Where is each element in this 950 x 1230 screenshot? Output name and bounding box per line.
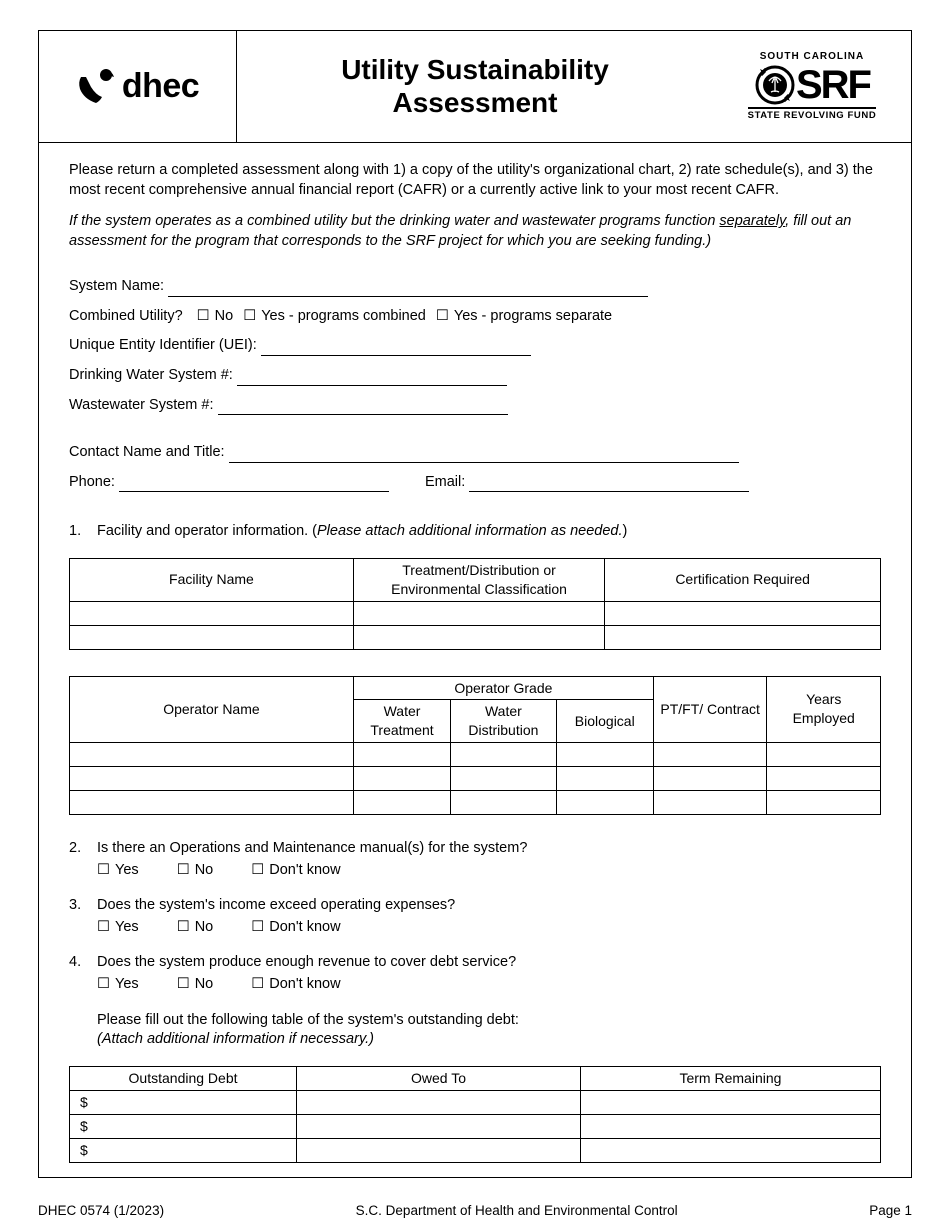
label-uei: Unique Entity Identifier (UEI):: [69, 336, 261, 356]
label-email: Email:: [425, 473, 469, 493]
intro-paragraph: Please return a completed assessment alo…: [69, 161, 881, 200]
q3-text: Does the system's income exceed operatin…: [97, 896, 881, 916]
op-th-name: Operator Name: [70, 676, 354, 743]
q1-number: 1.: [69, 522, 97, 542]
input-ww-system[interactable]: [218, 399, 508, 415]
q3-opt-dontknow[interactable]: ☐Don't know: [251, 919, 340, 935]
op-th-ptft: PT/FT/ Contract: [653, 676, 767, 743]
debt-row[interactable]: $: [70, 1090, 881, 1114]
facility-table: Facility Name Treatment/Distribution or …: [69, 558, 881, 650]
footer-form-number: DHEC 0574 (1/2023): [38, 1202, 164, 1220]
q4-number: 4.: [69, 953, 97, 1049]
field-combined-utility: Combined Utility? ☐No ☐Yes - programs co…: [69, 307, 881, 327]
page-footer: DHEC 0574 (1/2023) S.C. Department of He…: [38, 1202, 912, 1220]
question-3: 3. Does the system's income exceed opera…: [69, 896, 881, 937]
debt-th-owed: Owed To: [297, 1066, 581, 1090]
operator-row[interactable]: [70, 743, 881, 767]
field-phone-email: Phone: Email:: [69, 473, 881, 493]
q4-table-intro: Please fill out the following table of t…: [97, 1011, 881, 1031]
form-body: Please return a completed assessment alo…: [39, 143, 911, 1175]
page-title: Utility Sustainability Assessment: [341, 54, 609, 118]
srf-big-text: SRF: [796, 68, 870, 102]
facility-th-cert: Certification Required: [605, 558, 881, 601]
footer-agency: S.C. Department of Health and Environmen…: [356, 1202, 678, 1220]
input-dw-system[interactable]: [237, 370, 507, 386]
srf-bottom-text: STATE REVOLVING FUND: [748, 107, 877, 123]
label-ww-system: Wastewater System #:: [69, 396, 218, 416]
q4-opt-dontknow[interactable]: ☐Don't know: [251, 976, 340, 992]
field-dw-system: Drinking Water System #:: [69, 366, 881, 386]
q4-opt-yes[interactable]: ☐Yes: [97, 976, 139, 992]
label-contact: Contact Name and Title:: [69, 443, 229, 463]
operator-row[interactable]: [70, 791, 881, 815]
q2-opt-dontknow[interactable]: ☐Don't know: [251, 862, 340, 878]
input-contact[interactable]: [229, 447, 739, 463]
q3-opt-yes[interactable]: ☐Yes: [97, 919, 139, 935]
question-1: 1. Facility and operator information. (P…: [69, 522, 881, 542]
field-uei: Unique Entity Identifier (UEI):: [69, 336, 881, 356]
q2-text: Is there an Operations and Maintenance m…: [97, 839, 881, 859]
label-system-name: System Name:: [69, 277, 168, 297]
facility-row[interactable]: [70, 601, 881, 625]
q4-table-italic: (Attach additional information if necess…: [97, 1030, 881, 1050]
op-th-wt: Water Treatment: [353, 700, 450, 743]
field-contact: Contact Name and Title:: [69, 443, 881, 463]
label-phone: Phone:: [69, 473, 119, 493]
form-frame: dhec Utility Sustainability Assessment S…: [38, 30, 912, 1178]
question-2: 2. Is there an Operations and Maintenanc…: [69, 839, 881, 880]
field-system-name: System Name:: [69, 277, 881, 297]
debt-row[interactable]: $: [70, 1114, 881, 1138]
title-cell: Utility Sustainability Assessment: [237, 31, 713, 142]
opt-combined-yes-combined[interactable]: ☐Yes - programs combined: [243, 307, 426, 327]
q2-opt-yes[interactable]: ☐Yes: [97, 862, 139, 878]
dhec-mark-icon: [76, 67, 116, 105]
srf-top-text: SOUTH CAROLINA: [748, 50, 877, 64]
facility-th-name: Facility Name: [70, 558, 354, 601]
debt-th-outstanding: Outstanding Debt: [70, 1066, 297, 1090]
question-4: 4. Does the system produce enough revenu…: [69, 953, 881, 1049]
debt-row[interactable]: $: [70, 1138, 881, 1162]
label-dw-system: Drinking Water System #:: [69, 366, 237, 386]
q4-text: Does the system produce enough revenue t…: [97, 953, 881, 973]
input-phone[interactable]: [119, 476, 389, 492]
header-row: dhec Utility Sustainability Assessment S…: [39, 31, 911, 143]
palmetto-seal-icon: [754, 64, 796, 106]
facility-th-class: Treatment/Distribution or Environmental …: [353, 558, 604, 601]
q1-text: Facility and operator information. (Plea…: [97, 523, 627, 539]
op-th-years: Years Employed: [767, 676, 881, 743]
srf-logo: SOUTH CAROLINA SRF STATE: [748, 50, 877, 122]
debt-table: Outstanding Debt Owed To Term Remaining …: [69, 1066, 881, 1163]
facility-row[interactable]: [70, 625, 881, 649]
opt-combined-no[interactable]: ☐No: [197, 307, 234, 327]
operator-row[interactable]: [70, 767, 881, 791]
op-th-grade: Operator Grade: [353, 676, 653, 700]
field-ww-system: Wastewater System #:: [69, 396, 881, 416]
note-paragraph: If the system operates as a combined uti…: [69, 212, 881, 251]
input-email[interactable]: [469, 476, 749, 492]
input-system-name[interactable]: [168, 281, 648, 297]
opt-combined-yes-separate[interactable]: ☐Yes - programs separate: [436, 307, 612, 327]
q3-number: 3.: [69, 896, 97, 937]
op-th-wd: Water Distribution: [451, 700, 556, 743]
q2-opt-no[interactable]: ☐No: [177, 862, 214, 878]
debt-th-term: Term Remaining: [580, 1066, 880, 1090]
input-uei[interactable]: [261, 340, 531, 356]
footer-page-number: Page 1: [869, 1202, 912, 1220]
q3-opt-no[interactable]: ☐No: [177, 919, 214, 935]
srf-logo-cell: SOUTH CAROLINA SRF STATE: [713, 31, 911, 142]
label-combined-utility: Combined Utility?: [69, 307, 187, 327]
dhec-logo: dhec: [76, 64, 199, 110]
dhec-logo-cell: dhec: [39, 31, 237, 142]
q4-opt-no[interactable]: ☐No: [177, 976, 214, 992]
dhec-logo-text: dhec: [122, 64, 199, 110]
operator-table: Operator Name Operator Grade PT/FT/ Cont…: [69, 676, 881, 816]
q2-number: 2.: [69, 839, 97, 880]
op-th-bio: Biological: [556, 700, 653, 743]
